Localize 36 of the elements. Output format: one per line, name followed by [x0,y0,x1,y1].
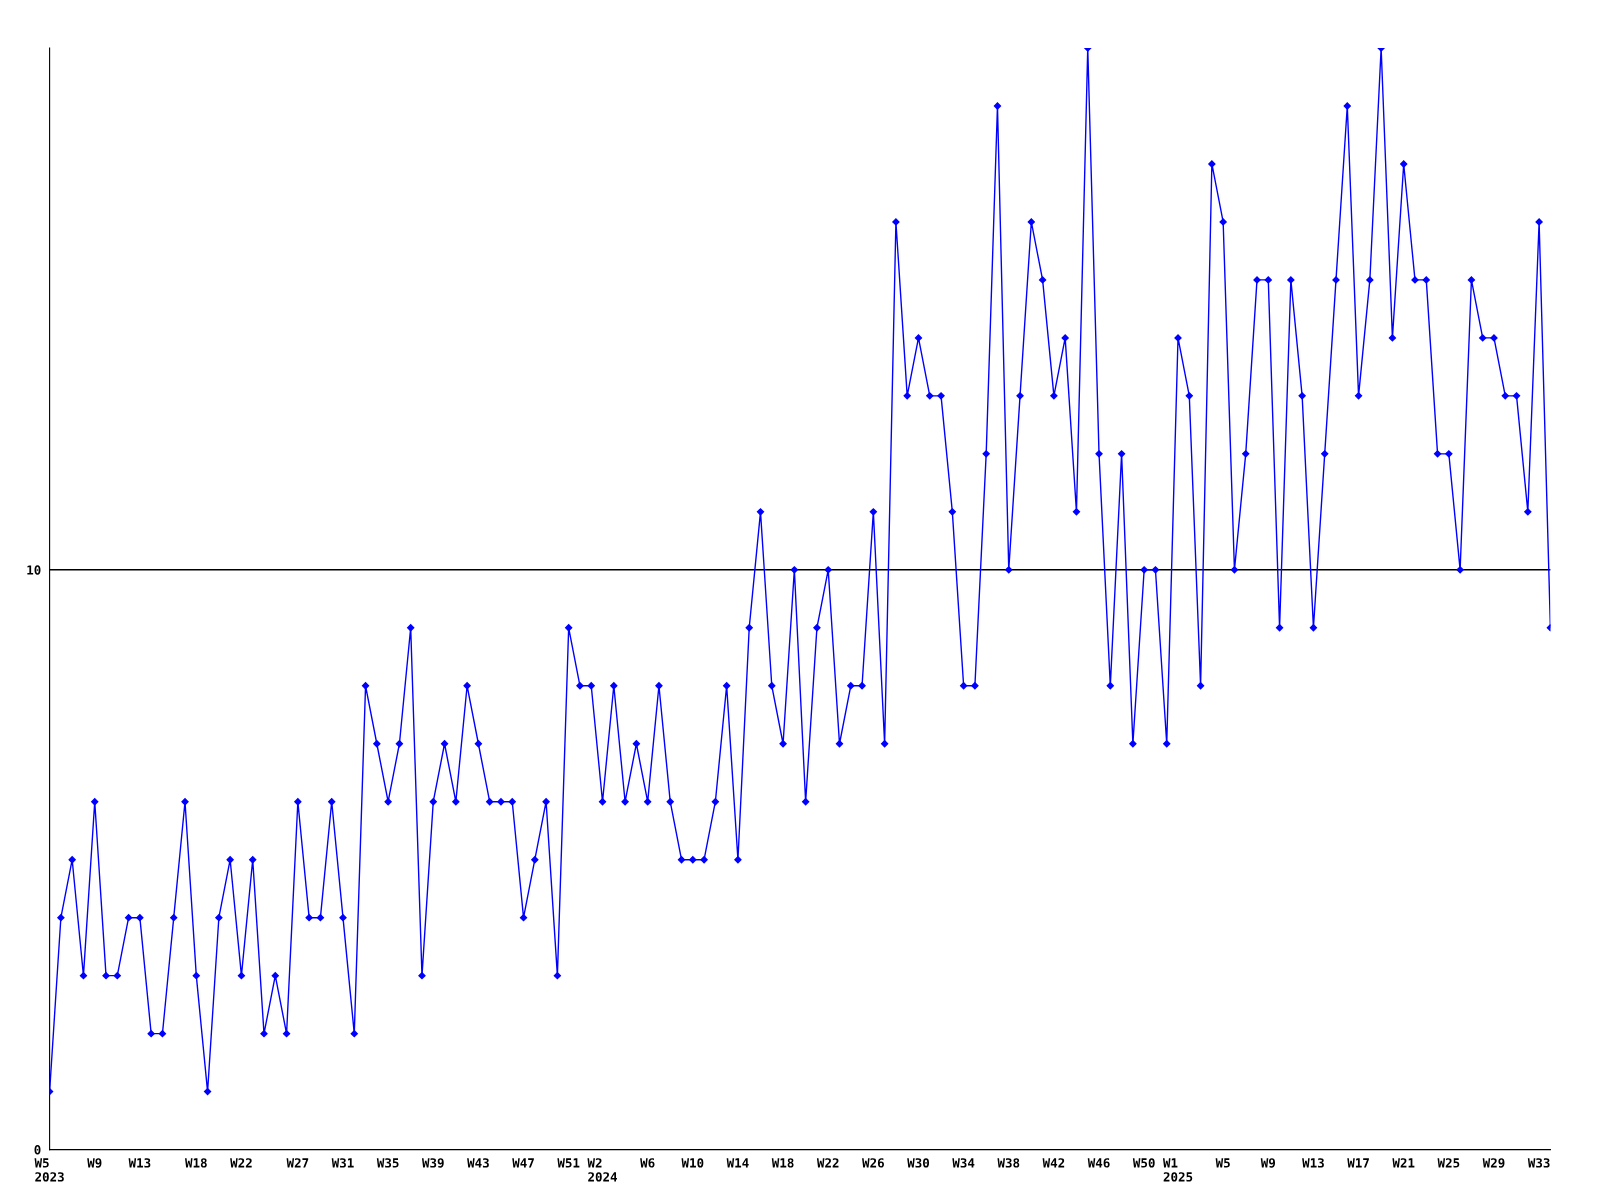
x-tick-label: W18 [185,1158,207,1168]
x-tick-label: W13 [128,1158,151,1168]
x-tick-label: W22 [816,1158,839,1168]
x-tick-label: W13 [1302,1158,1324,1168]
x-tick-label: W10 [681,1158,704,1168]
x-tick-label: W26 [862,1158,884,1168]
x-tick-label: W6 [640,1158,655,1168]
x-tick-label: W34 [952,1158,975,1168]
x-tick-label: W14 [726,1158,749,1168]
x-tick-label: W46 [1087,1158,1110,1168]
x-tick-label: W47 [512,1158,534,1168]
x-tick-label: W29 [1482,1158,1505,1168]
x-tick-label: W30 [907,1158,930,1168]
x-tick-label: W51 [557,1158,580,1168]
x-tick-label: W39 [421,1158,444,1168]
x-tick-label: W9 [87,1158,102,1168]
x-tick-label: W50 [1132,1158,1155,1168]
x-tick-label: W33 [1527,1158,1550,1168]
y-tick-label: 10 [27,565,41,575]
x-tick-label: W5 [1215,1158,1230,1168]
x-tick-label: W1 2025 [1162,1158,1193,1182]
x-tick-label: W17 [1347,1158,1369,1168]
x-tick-label: W31 [331,1158,354,1168]
x-tick-label: W22 [230,1158,252,1168]
x-tick-label: W18 [771,1158,794,1168]
x-tick-label: W2 2024 [587,1158,618,1182]
x-tick-label: W9 [1260,1158,1276,1168]
y-tick-label: 0 [34,1145,41,1155]
x-tick-label: W21 [1392,1158,1415,1168]
x-tick-label: W38 [997,1158,1020,1168]
x-tick-label: W27 [286,1158,309,1168]
x-tick-label: W5 2023 [34,1158,64,1182]
x-tick-label: W35 [376,1158,399,1168]
x-tick-label: W43 [467,1158,489,1168]
x-tick-label: W25 [1437,1158,1460,1168]
x-tick-label: W42 [1042,1158,1065,1168]
